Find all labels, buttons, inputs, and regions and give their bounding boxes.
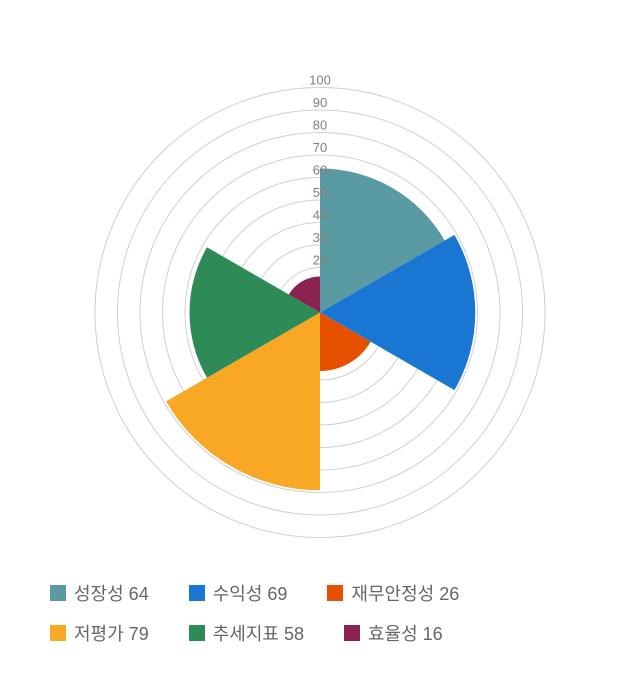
legend-color-box — [344, 625, 360, 641]
svg-text:50: 50 — [313, 185, 327, 200]
svg-text:40: 40 — [313, 208, 327, 223]
legend-item: 성장성 64 — [50, 580, 149, 606]
legend-row-1: 성장성 64 수익성 69 재무안정성 26 — [50, 580, 590, 606]
svg-text:20: 20 — [313, 253, 327, 268]
legend-item: 효율성 16 — [344, 620, 443, 646]
legend-item: 저평가 79 — [50, 620, 149, 646]
legend-label: 재무안정성 26 — [351, 580, 459, 606]
legend-item: 수익성 69 — [189, 580, 288, 606]
chart-legend: 성장성 64 수익성 69 재무안정성 26 저평가 79 추세지표 58 효율… — [50, 580, 590, 660]
legend-label: 추세지표 58 — [213, 620, 304, 646]
legend-color-box — [50, 625, 66, 641]
legend-color-box — [189, 625, 205, 641]
legend-row-2: 저평가 79 추세지표 58 효율성 16 — [50, 620, 590, 646]
chart-svg: 20 30 40 50 60 70 80 90 100 — [50, 43, 590, 583]
svg-text:60: 60 — [313, 163, 327, 178]
svg-text:70: 70 — [313, 140, 327, 155]
polar-area-chart: 20 30 40 50 60 70 80 90 100 — [50, 43, 590, 588]
legend-item: 추세지표 58 — [189, 620, 304, 646]
legend-item: 재무안정성 26 — [327, 580, 459, 606]
legend-color-box — [189, 585, 205, 601]
svg-text:30: 30 — [313, 230, 327, 245]
legend-label: 저평가 79 — [74, 620, 149, 646]
svg-text:90: 90 — [313, 95, 327, 110]
legend-label: 수익성 69 — [213, 580, 288, 606]
legend-color-box — [327, 585, 343, 601]
legend-label: 효율성 16 — [368, 620, 443, 646]
legend-label: 성장성 64 — [74, 580, 149, 606]
svg-text:80: 80 — [313, 118, 327, 133]
svg-text:100: 100 — [309, 73, 331, 88]
legend-color-box — [50, 585, 66, 601]
